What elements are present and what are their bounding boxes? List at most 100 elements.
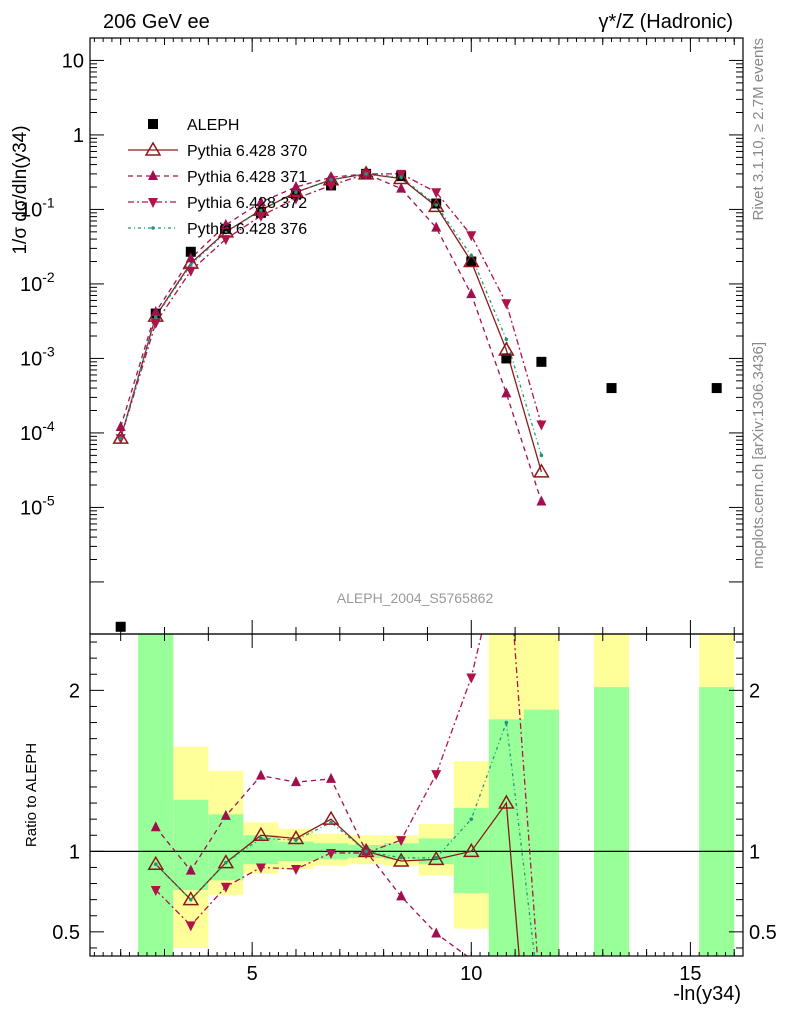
- header-left-label: 206 GeV ee: [103, 11, 210, 33]
- main-point-p372-2: [185, 266, 196, 277]
- ratio-point-p376-7: [399, 855, 403, 860]
- ratio-point-p376-8: [434, 855, 439, 860]
- ratio-line-p372: [155, 634, 538, 956]
- main-ytick-label: 1: [73, 125, 84, 147]
- main-point-p370-10: [462, 253, 480, 268]
- ratio-point-p370-1: [182, 891, 200, 906]
- main-point-p372-1: [150, 318, 161, 329]
- main-ytick-label: 10-2: [20, 269, 55, 296]
- main-ylabel: 1/σ dσ/dln(y34): [10, 125, 31, 254]
- ratio-point-p370-10: [498, 794, 515, 809]
- main-point-data-14: [711, 383, 722, 394]
- x-tick-label: 15: [679, 963, 701, 985]
- band-green-12: [593, 687, 630, 956]
- main-point-p372-11: [501, 299, 512, 310]
- main-point-p370-9: [427, 197, 445, 213]
- ratio-point-p372-4: [290, 865, 301, 876]
- main-point-p376-10: [469, 253, 474, 258]
- main-point-p371-10: [466, 288, 477, 299]
- main-point-p376-11: [504, 337, 509, 342]
- main-point-p371-1: [150, 305, 161, 316]
- ratio-ytick-label: 0.5: [52, 922, 80, 944]
- legend: ALEPH Pythia 6.428 370 Pythia 6.428 371 Pyt…: [128, 117, 307, 238]
- x-axis-label: -ln(y34): [673, 983, 741, 1005]
- band-green-10: [488, 719, 524, 956]
- main-point-p376-9: [434, 203, 439, 207]
- ratio-ytick-label: 2: [69, 680, 80, 702]
- watermark-label: ALEPH_2004_S5765862: [337, 590, 494, 606]
- ratio-point-p376-4: [294, 838, 298, 842]
- ratio-point-p371-0: [150, 821, 161, 832]
- legend-marker-p372: [148, 198, 158, 208]
- main-point-p372-3: [220, 235, 231, 246]
- main-point-p372-10: [466, 231, 477, 242]
- ratio-point-p371-8: [431, 927, 442, 938]
- main-line-p371: [120, 173, 543, 502]
- ratio-point-p372-1: [185, 921, 196, 932]
- ratio-point-p370-2: [217, 854, 235, 869]
- ratio-point-p372-9: [466, 673, 477, 684]
- ratio-point-p372-8: [431, 770, 442, 781]
- ratio-point-p370-0: [147, 855, 165, 870]
- ratio-point-p371-3: [255, 769, 266, 780]
- ratio-point-p372-2: [220, 882, 231, 893]
- mcplots-label: mcplots.cern.ch [arXiv:1306.3436]: [750, 342, 767, 569]
- ratio-line-p376: [155, 722, 536, 956]
- main-point-p370-12: [533, 463, 550, 478]
- ratio-ytick-label: 1: [69, 841, 80, 863]
- band-green-2: [208, 814, 244, 881]
- legend-marker-p376: [151, 226, 155, 230]
- main-point-p376-6: [329, 177, 333, 182]
- main-point-p371-5: [290, 181, 301, 191]
- legend-label-p376: Pythia 6.428 376: [187, 221, 307, 238]
- legend-label-p372: Pythia 6.428 372: [187, 195, 307, 212]
- ratio-point-p372-7: [396, 836, 407, 847]
- main-point-p371-0: [115, 421, 126, 432]
- axes: 10-5 10-4 10-3 10-2 10-1 1 10 5 10 15 0.5 0.5 1 1 2 2: [20, 37, 777, 985]
- ratio-ytick-label-right: 0.5: [749, 922, 777, 944]
- ratio-ytick-label-right: 1: [749, 841, 760, 863]
- main-point-p372-6: [326, 181, 337, 192]
- ratio-point-p370-8: [427, 850, 445, 866]
- ratio-point-p376-5: [329, 820, 333, 825]
- ratio-point-p372-0: [150, 885, 161, 896]
- main-point-data-13: [606, 383, 617, 394]
- ratio-point-p371-4: [290, 776, 301, 787]
- ratio-point-p371-5: [326, 772, 337, 783]
- main-ytick-label: 10-3: [20, 343, 55, 370]
- ratio-point-p376-9: [469, 817, 474, 821]
- ratio-panel-series: [90, 634, 743, 956]
- ratio-ylabel: Ratio to ALEPH: [23, 743, 40, 847]
- ratio-bands: [138, 634, 735, 956]
- main-ytick-label: 10-5: [20, 492, 55, 519]
- main-panel-series: [112, 165, 722, 632]
- legend-marker-p371: [148, 170, 158, 180]
- ratio-point-p372-6: [361, 848, 372, 859]
- legend-label-p370: Pythia 6.428 370: [187, 143, 307, 160]
- rivet-label: Rivet 3.1.10, ≥ 2.7M events: [750, 38, 767, 221]
- main-point-p372-8: [396, 169, 407, 180]
- main-point-data-11: [501, 353, 512, 364]
- ratio-point-p376-6: [364, 849, 368, 854]
- ratio-point-p376-1: [188, 897, 193, 902]
- legend-marker-data: [148, 119, 158, 129]
- ratio-ytick-label-right: 2: [749, 680, 760, 702]
- ratio-point-p371-1: [185, 864, 196, 875]
- main-point-data-12: [536, 356, 547, 367]
- main-point-p371-3: [220, 218, 231, 229]
- main-point-p370-11: [498, 341, 515, 356]
- x-tick-label: 10: [460, 963, 482, 985]
- ratio-point-p371-7: [396, 890, 407, 901]
- legend-marker-p370: [144, 141, 162, 156]
- main-point-p376-1: [153, 315, 158, 319]
- main-point-p376-5: [294, 190, 298, 195]
- main-point-p371-12: [536, 495, 547, 506]
- main-point-p372-4: [255, 211, 266, 222]
- ratio-point-p370-7: [392, 852, 410, 867]
- band-green-1: [173, 799, 209, 890]
- main-point-p376-0: [118, 436, 123, 440]
- legend-label-p371: Pythia 6.428 371: [187, 169, 307, 186]
- main-point-data-5: [290, 189, 301, 200]
- main-ytick-label: 10: [62, 50, 84, 72]
